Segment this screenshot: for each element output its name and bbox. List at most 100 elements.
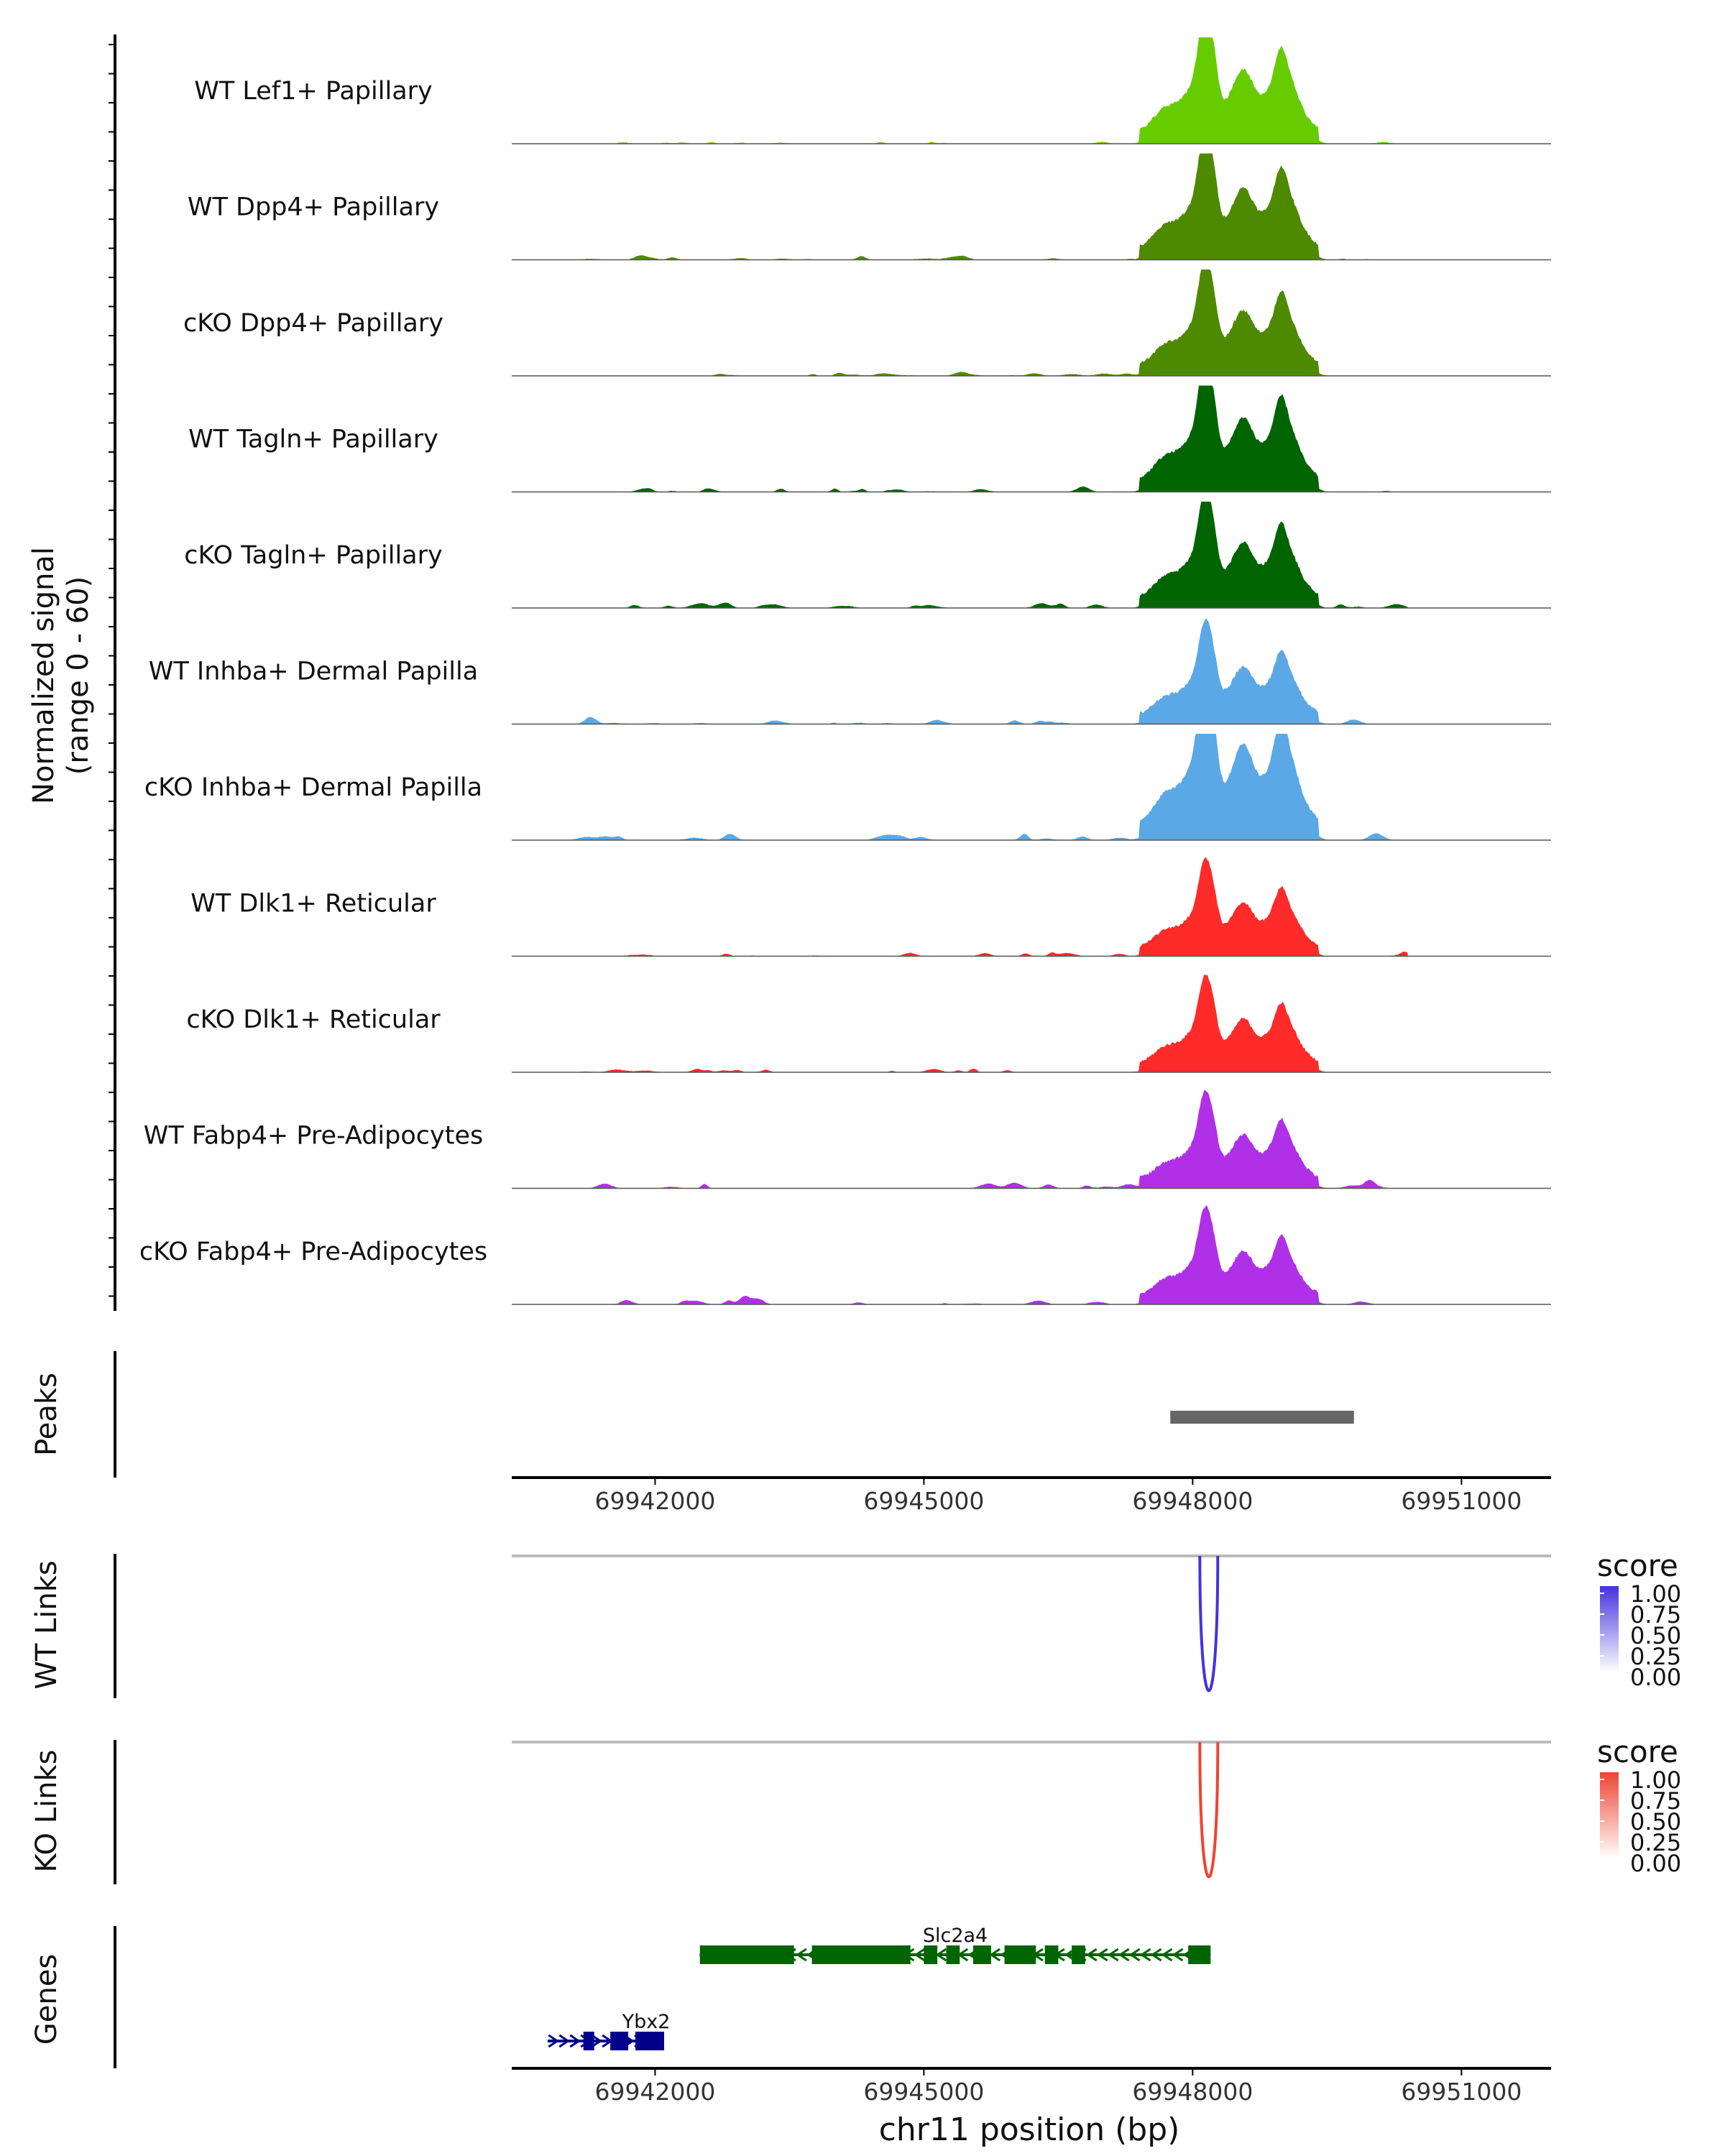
gene-exon <box>946 1945 960 1964</box>
x-tick-label: 69942000 <box>594 1487 715 1515</box>
strand-arrow <box>1086 1948 1098 1962</box>
track-label: cKO Inhba+ Dermal Papilla <box>144 773 482 802</box>
strand-arrow <box>1128 1948 1141 1962</box>
x-tick-label: 69948000 <box>1132 2078 1253 2106</box>
peaks-panel: Peaks <box>30 1351 1354 1478</box>
strand-arrow <box>558 2034 571 2048</box>
strand-arrow <box>548 2034 560 2048</box>
track-8: WT Dlk1+ Reticular <box>190 857 1551 957</box>
strand-arrow <box>1150 1948 1162 1962</box>
track-signal-area <box>547 385 1408 492</box>
legend-label: 0.75 <box>1630 1787 1681 1815</box>
x-axis-top: 69942000 69945000 69948000 69951000 <box>512 1476 1551 1515</box>
x-tick-label: 69942000 <box>594 2078 715 2106</box>
track-4: WT Tagln+ Papillary <box>188 385 1551 493</box>
track-1: WT Lef1+ Papillary <box>194 37 1551 144</box>
strand-arrow <box>914 1948 926 1962</box>
gene-exon <box>972 1945 991 1964</box>
strand-arrow <box>1097 1948 1108 1962</box>
gene-exon <box>1044 1945 1059 1964</box>
link-arc <box>1198 1555 1220 1692</box>
track-signal-area <box>547 1089 1408 1189</box>
track-signal-area <box>547 270 1408 376</box>
track-label: WT Lef1+ Papillary <box>194 77 433 106</box>
legend-label: 1.00 <box>1630 1580 1681 1608</box>
gene-name: Slc2a4 <box>923 1925 988 1947</box>
genes-panel: Genes Slc2a4 Ybx2 <box>30 1925 1211 2068</box>
track-signal-area <box>547 618 1408 724</box>
strand-arrow <box>591 2034 602 2048</box>
legend-label: 0.75 <box>1630 1601 1681 1628</box>
legend-title: score <box>1597 1548 1678 1583</box>
gene-exon <box>924 1945 938 1964</box>
strand-arrow <box>935 1948 947 1962</box>
track-9: cKO Dlk1+ Reticular <box>186 974 1551 1073</box>
gene-exon <box>1072 1945 1085 1964</box>
track-6: WT Inhba+ Dermal Papilla <box>149 618 1551 725</box>
gene-slc2a4: Slc2a4 <box>699 1925 1211 1964</box>
legend-label: 0.25 <box>1630 1829 1681 1856</box>
legend-label: 0.25 <box>1630 1643 1681 1670</box>
legend-title: score <box>1597 1734 1678 1769</box>
track-5: cKO Tagln+ Papillary <box>184 502 1551 609</box>
gene-exon <box>1004 1945 1036 1964</box>
link-arc <box>1198 1741 1220 1879</box>
strand-arrow <box>569 2034 581 2048</box>
gene-exon <box>1188 1945 1211 1964</box>
strand-arrow <box>1172 1948 1184 1962</box>
track-label: WT Dpp4+ Papillary <box>188 193 439 222</box>
strand-arrow <box>796 1948 807 1962</box>
track-signal-area <box>547 734 1408 840</box>
track-label: cKO Fabp4+ Pre-Adipocytes <box>139 1238 487 1266</box>
genes-label: Genes <box>30 1954 63 2045</box>
legend-label: 0.50 <box>1630 1808 1681 1835</box>
track-signal-area <box>547 153 1408 260</box>
links-label: KO Links <box>30 1750 63 1873</box>
legend-label: 0.50 <box>1630 1622 1681 1649</box>
legend-label: 0.00 <box>1630 1664 1681 1691</box>
peaks-label: Peaks <box>30 1373 63 1456</box>
x-tick-label: 69951000 <box>1401 1487 1522 1515</box>
signal-y-axis <box>109 34 116 1311</box>
track-label: cKO Dpp4+ Papillary <box>183 309 443 338</box>
gene-exon <box>610 2032 629 2050</box>
x-tick-label: 69945000 <box>863 1487 984 1515</box>
strand-arrow <box>1161 1948 1173 1962</box>
track-label: cKO Dlk1+ Reticular <box>186 1005 441 1034</box>
track-signal-area <box>547 974 1408 1072</box>
legend-colorbar <box>1600 1772 1619 1858</box>
gene-ybx2: Ybx2 <box>547 2011 671 2050</box>
legend-label: 0.00 <box>1630 1850 1681 1877</box>
y-axis-title-line2: (range 0 - 60) <box>62 576 95 775</box>
gene-name: Ybx2 <box>622 2011 671 2033</box>
strand-arrow <box>1118 1948 1130 1962</box>
track-label: WT Dlk1+ Reticular <box>190 890 436 918</box>
track-signal-area <box>547 37 1408 144</box>
signal-tracks: WT Lef1+ Papillary WT Dpp4+ Papillary cKO … <box>139 37 1551 1305</box>
x-axis-bottom: 69942000 69945000 69948000 69951000 <box>512 2067 1551 2106</box>
strand-arrow <box>1107 1948 1119 1962</box>
gene-exon <box>811 1945 911 1964</box>
peak-region <box>1170 1411 1354 1424</box>
strand-arrow <box>989 1948 1000 1962</box>
x-tick-label: 69948000 <box>1132 1487 1253 1515</box>
legend-colorbar <box>1600 1586 1619 1672</box>
track-label: WT Inhba+ Dermal Papilla <box>149 658 478 686</box>
track-2: WT Dpp4+ Papillary <box>188 153 1551 261</box>
y-axis-title-line1: Normalized signal <box>27 547 60 804</box>
track-label: cKO Tagln+ Papillary <box>184 541 443 570</box>
links-label: WT Links <box>30 1560 63 1689</box>
track-label: WT Fabp4+ Pre-Adipocytes <box>144 1122 483 1151</box>
x-axis-title: chr11 position (bp) <box>879 2111 1180 2148</box>
track-7: cKO Inhba+ Dermal Papilla <box>144 734 1551 841</box>
track-10: WT Fabp4+ Pre-Adipocytes <box>144 1089 1551 1189</box>
gene-exon <box>583 2032 594 2050</box>
gene-exon <box>699 1945 794 1964</box>
x-tick-label: 69951000 <box>1401 2078 1522 2106</box>
x-tick-label: 69945000 <box>863 2078 984 2106</box>
